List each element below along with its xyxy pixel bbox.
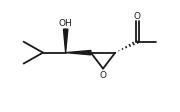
Polygon shape (66, 50, 91, 55)
Text: O: O (100, 71, 107, 80)
Text: OH: OH (59, 19, 73, 28)
Text: O: O (134, 12, 141, 20)
Polygon shape (64, 29, 68, 53)
